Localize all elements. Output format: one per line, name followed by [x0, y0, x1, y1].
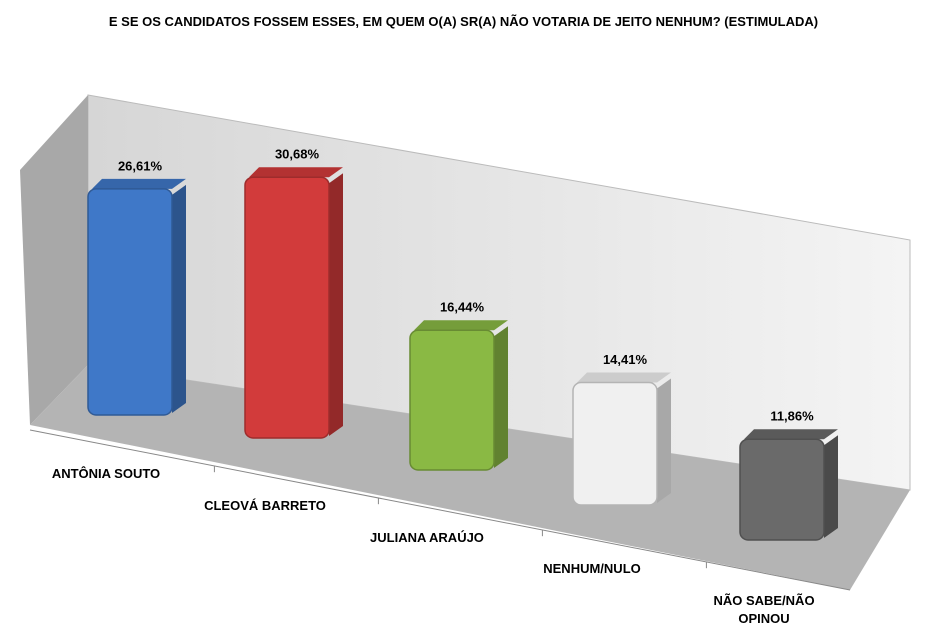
- bar-top: [744, 429, 838, 440]
- category-label: JULIANA ARAÚJO: [370, 530, 484, 545]
- value-label: 14,41%: [603, 352, 648, 367]
- bar: [739, 438, 825, 541]
- category-label: ANTÔNIA SOUTO: [51, 466, 161, 481]
- axis-line: [29, 429, 851, 591]
- value-label: 16,44%: [440, 300, 485, 315]
- bar: [87, 188, 173, 416]
- value-label: 30,68%: [275, 147, 320, 162]
- bar-top: [414, 320, 508, 331]
- bar-top: [249, 167, 343, 178]
- bar-side: [329, 173, 343, 436]
- bar: [244, 176, 330, 439]
- bar-side: [824, 435, 838, 538]
- bar-side: [172, 184, 186, 413]
- bar: [572, 381, 658, 506]
- value-label: 26,61%: [118, 158, 163, 173]
- value-label: 11,86%: [770, 409, 814, 424]
- bar-top: [92, 178, 186, 189]
- category-label: CLEOVÁ BARRETO: [204, 498, 326, 513]
- category-label: NENHUM/NULO: [543, 561, 641, 576]
- category-label: NÃO SABE/NÃO OPINOU: [713, 593, 815, 626]
- bar-side: [657, 378, 671, 503]
- bar: [409, 329, 495, 471]
- bar-top: [577, 372, 671, 383]
- bar-side: [494, 326, 508, 468]
- chart-title: E SE OS CANDIDATOS FOSSEM ESSES, EM QUEM…: [108, 14, 819, 29]
- side-wall: [20, 95, 88, 425]
